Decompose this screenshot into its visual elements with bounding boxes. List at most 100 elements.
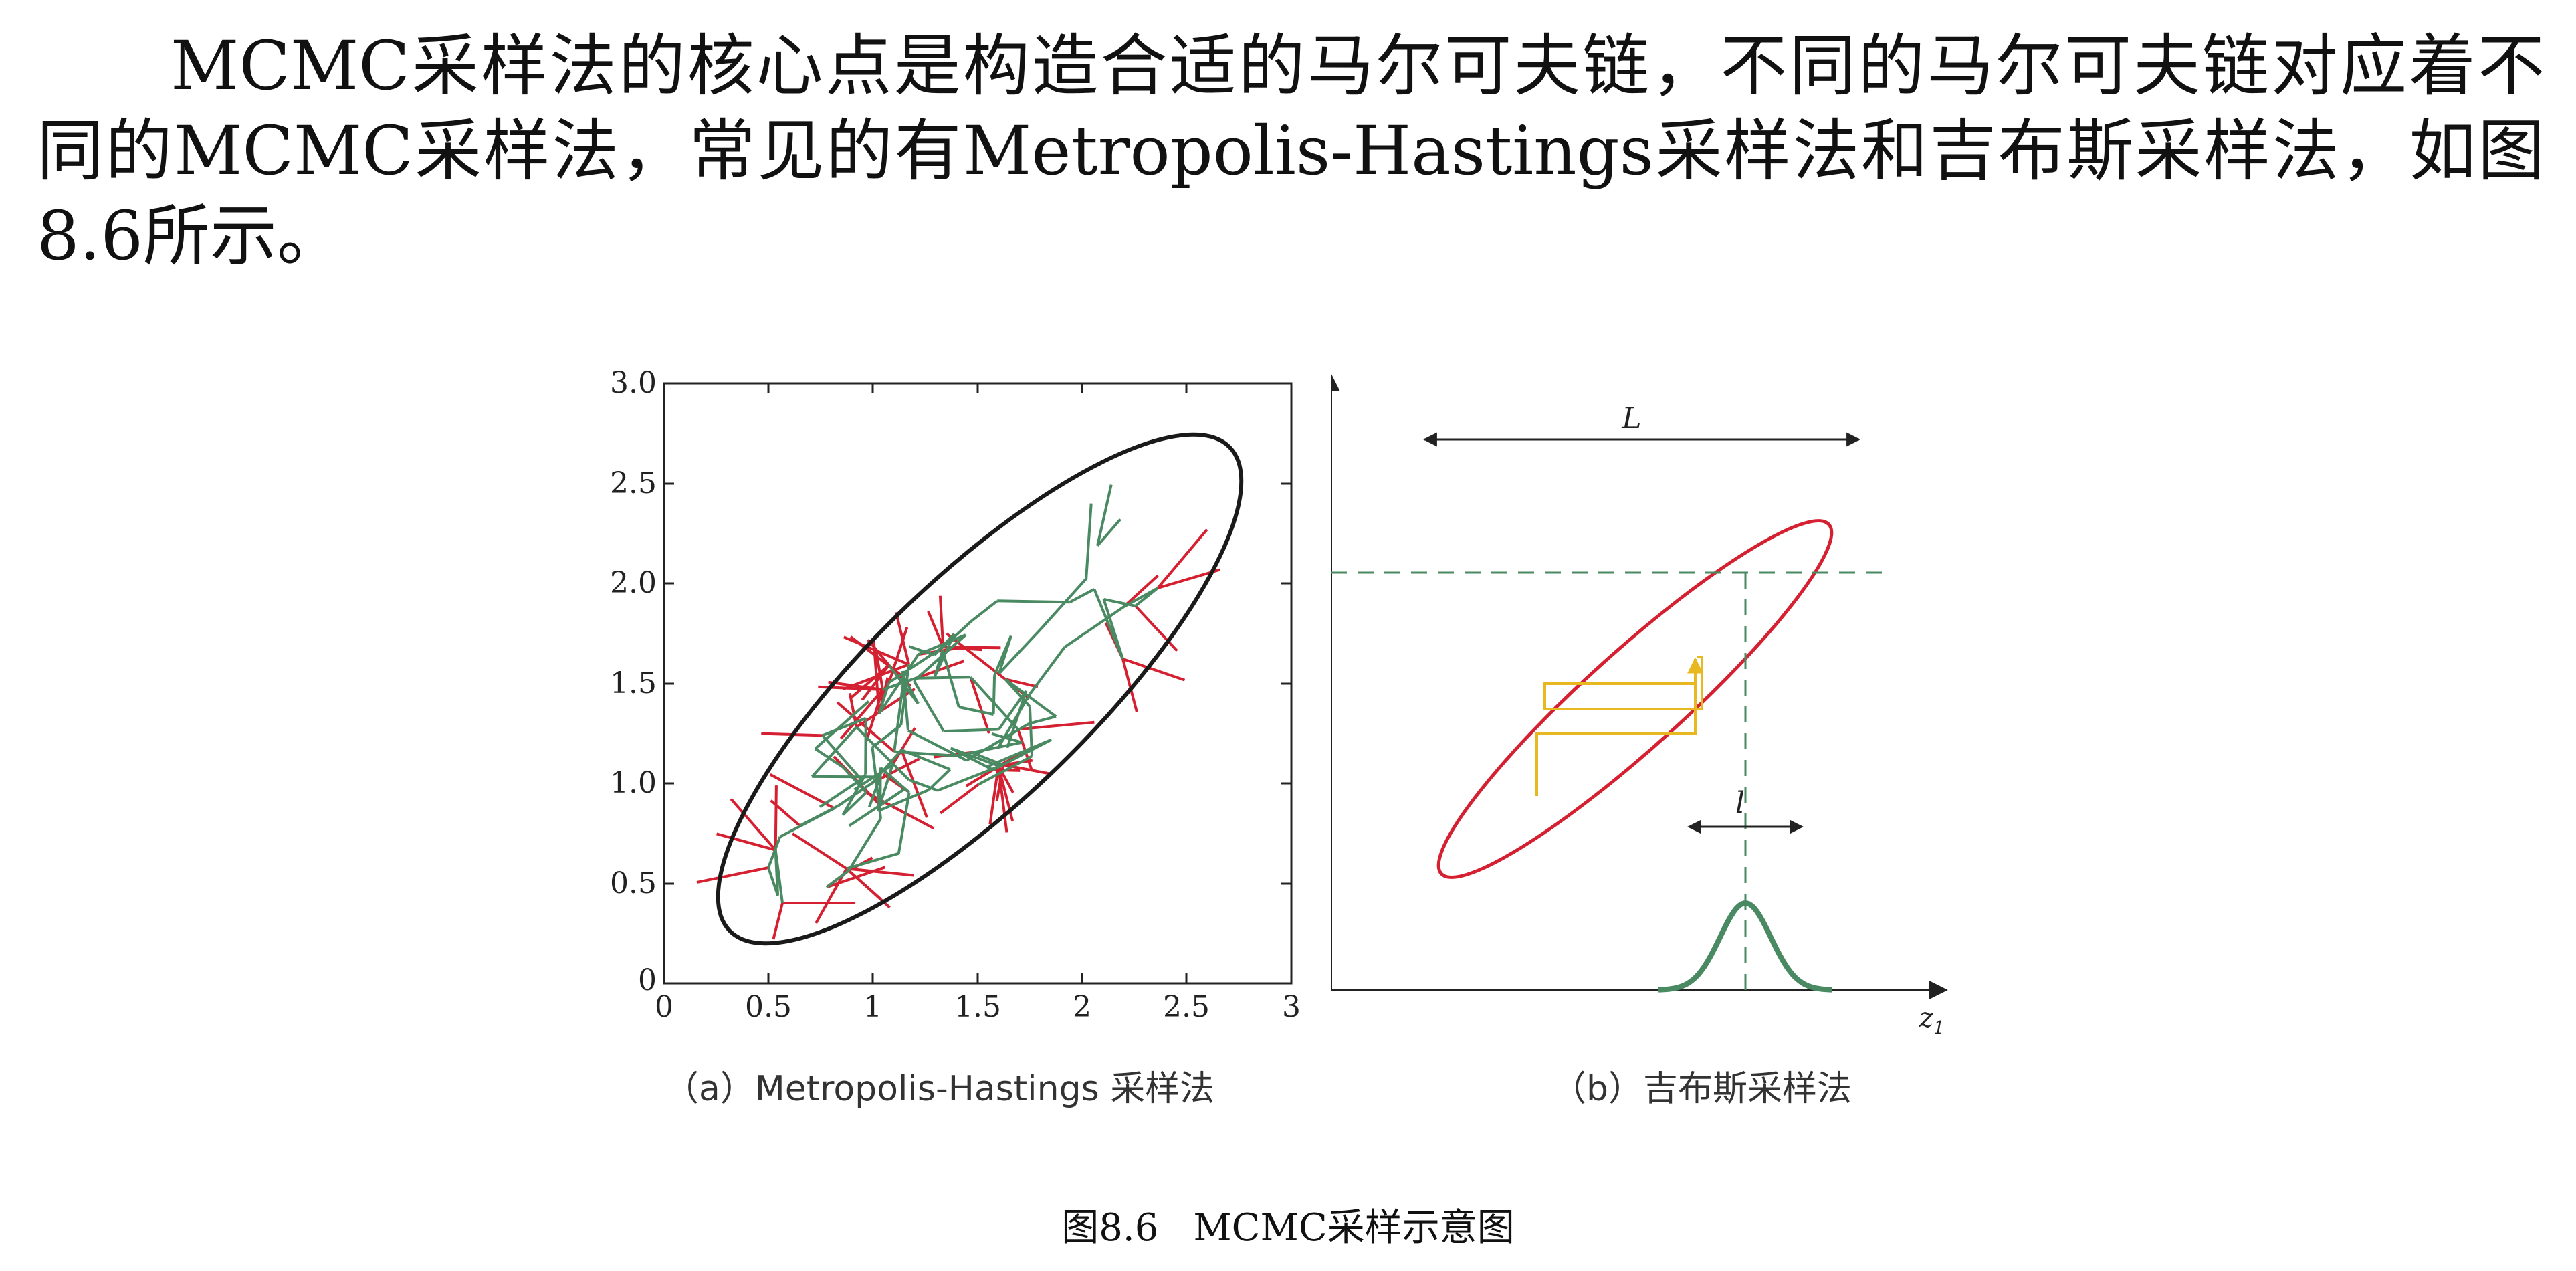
accepted-step: [1028, 715, 1057, 725]
accepted-step: [997, 690, 1028, 730]
conditional-distribution-curve: [1658, 900, 1833, 993]
accepted-step: [1004, 678, 1031, 708]
rejected-step: [846, 867, 914, 877]
y-tick-label: 1.5: [610, 666, 657, 700]
rejected-step: [861, 664, 890, 701]
z1-axis-label: z1: [1919, 1003, 1945, 1038]
accepted-step: [912, 680, 945, 732]
accepted-step: [825, 869, 850, 888]
panel-b-caption: （b）吉布斯采样法: [1551, 1069, 1852, 1109]
accepted-step: [971, 751, 1004, 767]
rejected-step: [969, 676, 990, 734]
rejected-step: [894, 611, 911, 665]
accepted-step: [991, 732, 1023, 744]
rejected-step: [915, 660, 964, 680]
figure-title: MCMC采样示意图: [1193, 1206, 1515, 1250]
figure-8-6: 3.0 2.5 2.0 1.5 1.0 0.5 0 0 0.5 1 1.5 2 …: [582, 348, 2053, 1117]
accepted-step: [847, 817, 882, 872]
accepted-step: [774, 850, 780, 896]
figure-caption: 图8.6 MCMC采样示意图: [0, 1197, 2576, 1252]
accepted-step: [1122, 587, 1159, 609]
x-tick-label: 1: [863, 990, 882, 1024]
rejected-step: [900, 749, 928, 819]
y-tick-label: 1.0: [610, 766, 657, 800]
accepted-step: [822, 716, 867, 737]
accepted-step: [1029, 646, 1066, 695]
panel-a-y-tick-labels: 3.0 2.5 2.0 1.5 1.0 0.5 0: [610, 366, 657, 997]
accepted-step: [908, 645, 935, 657]
panel-a-x-ticks: [767, 383, 1188, 983]
rejected-step: [849, 664, 890, 700]
rejected-step: [716, 832, 776, 852]
accepted-step: [879, 766, 911, 794]
accepted-step: [1096, 518, 1121, 547]
accepted-step: [928, 768, 952, 791]
panel-b-target-ellipse: [1436, 519, 1834, 879]
rejected-step: [1004, 678, 1039, 688]
accepted-step: [842, 791, 867, 816]
accepted-step: [814, 700, 870, 750]
accepted-step: [944, 728, 999, 733]
y-tick-label: 2.0: [610, 566, 657, 600]
rejected-step: [792, 832, 847, 870]
x-tick-label: 3: [1282, 990, 1301, 1024]
rejected-step: [1121, 658, 1138, 713]
figure-number: 图8.6: [1061, 1206, 1159, 1250]
y-tick-label: 2.5: [610, 466, 657, 500]
accepted-step: [970, 599, 998, 622]
x-tick-label: 1.5: [954, 990, 1001, 1024]
accepted-step: [998, 628, 1042, 675]
accepted-step: [819, 778, 862, 809]
rejected-step: [887, 627, 909, 684]
accepted-step: [899, 664, 911, 726]
rejected-step: [927, 611, 945, 648]
rejected-step: [1122, 574, 1159, 608]
accepted-step: [894, 750, 956, 757]
panel-a-target-ellipse: [716, 432, 1244, 946]
accepted-step: [1004, 678, 1057, 718]
accepted-step: [821, 735, 863, 781]
rejected-step: [965, 769, 994, 787]
accepted-step: [937, 763, 1004, 792]
accepted-step: [1069, 588, 1095, 604]
accepted-step: [767, 867, 779, 896]
rejected-step: [891, 726, 917, 766]
accepted-step: [1085, 503, 1093, 579]
panel-a-accepted-chain: [767, 484, 1159, 904]
accepted-step: [897, 792, 911, 854]
accepted-step: [958, 706, 994, 716]
accepted-step: [877, 682, 891, 714]
accepted-step: [877, 789, 930, 813]
accepted-step: [978, 755, 1033, 786]
accepted-step: [998, 635, 1012, 674]
L-label: L: [1621, 401, 1641, 435]
accepted-step: [941, 650, 960, 708]
accepted-step: [846, 852, 899, 870]
accepted-step: [767, 836, 782, 868]
x-tick-label: 0: [655, 990, 673, 1024]
accepted-step: [855, 726, 910, 781]
accepted-step: [868, 776, 881, 808]
accepted-step: [908, 778, 938, 792]
accepted-step: [878, 654, 920, 714]
accepted-step: [811, 726, 858, 778]
accepted-step: [848, 787, 905, 827]
rejected-step: [696, 866, 769, 884]
x-tick-label: 2: [1073, 990, 1091, 1024]
accepted-step: [950, 747, 994, 771]
accepted-step: [1063, 605, 1125, 649]
accepted-step: [887, 664, 920, 705]
rejected-step: [1134, 605, 1178, 652]
rejected-step: [769, 773, 835, 810]
accepted-step: [1102, 599, 1124, 660]
accepted-step: [933, 650, 944, 677]
rejected-step: [938, 595, 945, 648]
accepted-step: [1039, 577, 1087, 630]
panel-a-caption: （a）Metropolis-Hastings 采样法: [664, 1069, 1215, 1109]
accepted-step: [841, 773, 867, 816]
panel-b-plot: z2 z1 L l: [1331, 373, 1948, 1038]
gibbs-sampling-path: [1535, 656, 1703, 796]
accepted-step: [997, 599, 1070, 604]
rejected-step: [839, 688, 884, 740]
rejected-step: [1156, 528, 1208, 589]
